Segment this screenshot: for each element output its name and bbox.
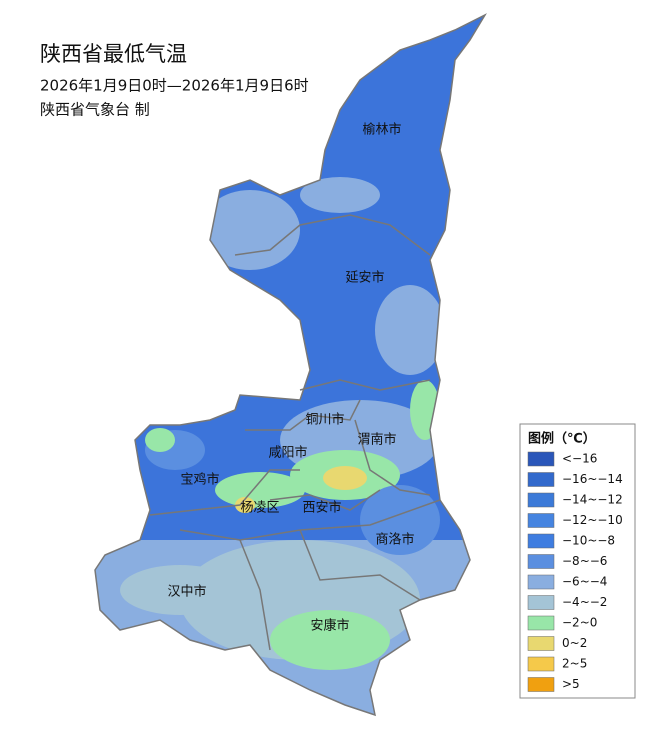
legend-swatch (527, 656, 555, 672)
legend-label: −8~−6 (562, 554, 607, 568)
city-label: 宝鸡市 (180, 472, 219, 488)
producer: 陕西省气象台 制 (40, 101, 150, 119)
legend-swatch (527, 533, 555, 549)
legend-box (519, 423, 636, 699)
city-label: 西安市 (302, 500, 341, 516)
city-label: 杨凌区 (240, 501, 279, 516)
legend-label: −4~−2 (562, 595, 607, 609)
legend-swatch (527, 677, 555, 692)
legend-swatch (527, 472, 555, 487)
legend-label: <−16 (562, 452, 597, 466)
legend-swatch (527, 492, 555, 508)
legend-label: −16~−14 (562, 472, 623, 486)
legend-swatch (527, 636, 555, 651)
city-label: 汉中市 (167, 584, 206, 600)
legend-swatch (527, 451, 555, 467)
city-label: 铜川市 (305, 412, 344, 428)
legend-label: −2~0 (562, 616, 597, 630)
legend-swatch (527, 513, 555, 528)
legend-label: −12~−10 (562, 513, 623, 527)
legend-label: 2~5 (562, 657, 587, 671)
legend-label: 0~2 (562, 636, 587, 650)
city-label: 榆林市 (362, 122, 401, 138)
city-label: 商洛市 (375, 532, 414, 548)
time-range: 2026年1月9日0时—2026年1月9日6时 (40, 77, 309, 95)
legend-title: 图例（℃） (528, 431, 596, 447)
city-label: 咸阳市 (268, 445, 307, 461)
legend-swatch (527, 615, 555, 631)
map-title: 陕西省最低气温 (40, 42, 187, 66)
legend-swatch (527, 595, 555, 610)
city-label: 延安市 (345, 270, 384, 286)
legend-swatch (527, 574, 555, 590)
city-label: 渭南市 (357, 432, 396, 448)
boundaries (94, 13, 487, 717)
legend-label: −14~−12 (562, 493, 623, 507)
legend-label: −10~−8 (562, 534, 615, 548)
city-label: 安康市 (310, 618, 349, 634)
legend-label: >5 (562, 677, 580, 691)
legend-label: −6~−4 (562, 575, 607, 589)
legend-swatch (527, 554, 555, 569)
